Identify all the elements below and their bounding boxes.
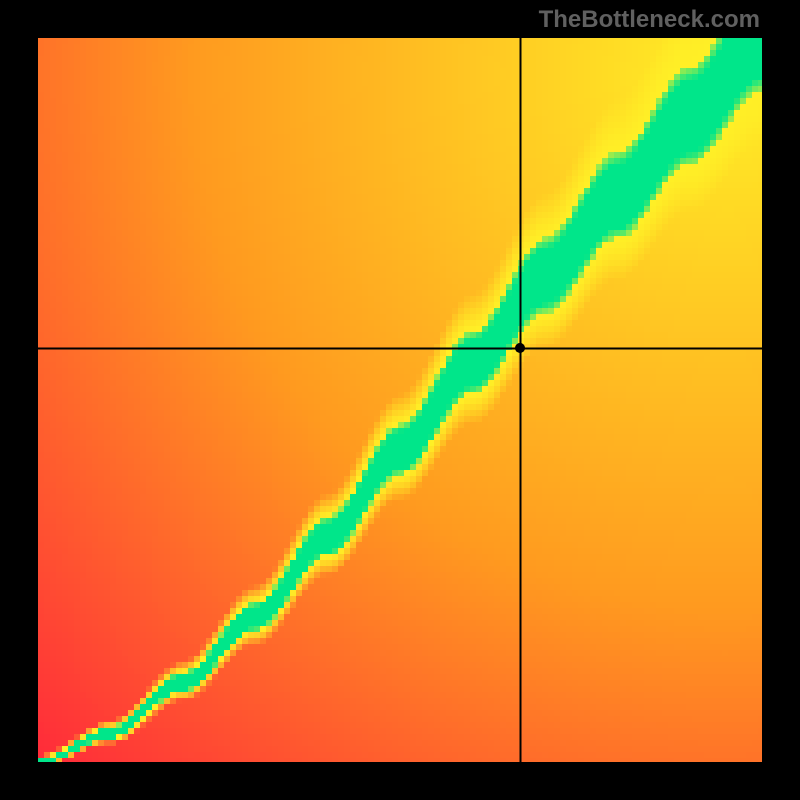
- watermark-text: TheBottleneck.com: [539, 6, 760, 34]
- outer-frame: TheBottleneck.com: [0, 0, 800, 800]
- bottleneck-heatmap: [38, 38, 762, 762]
